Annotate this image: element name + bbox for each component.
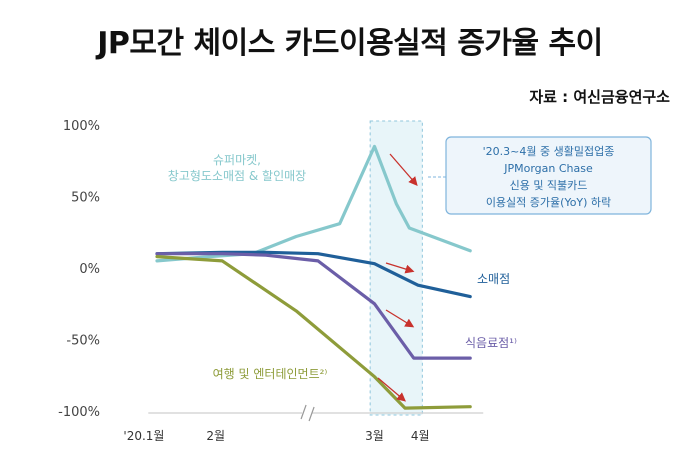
series-line-travel	[155, 255, 472, 410]
y-tick-label: -50%	[66, 334, 100, 349]
decline-arrow	[385, 309, 415, 328]
decline-arrow	[389, 153, 418, 186]
x-tick-label: 3월	[365, 429, 384, 443]
y-tick-label: -100%	[58, 405, 100, 420]
callout-line: 이용실적 증가율(YoY) 하락	[486, 195, 611, 209]
highlight-band	[369, 120, 423, 416]
source-note: 자료 : 여신금융연구소	[529, 88, 670, 106]
y-tick-label: 50%	[71, 191, 100, 206]
series-line-restaurant	[155, 252, 472, 360]
decline-arrow	[377, 377, 406, 402]
series-label-travel: 여행 및 엔터테인먼트²⁾	[213, 366, 328, 381]
chart-title: JP모간 체이스 카드이용실적 증가율 추이	[97, 26, 603, 61]
x-tick-label: 4월	[411, 429, 430, 443]
x-tick-label: '20.1월	[123, 429, 164, 443]
y-tick-label: 100%	[63, 119, 100, 134]
callout-line: 신용 및 직불카드	[510, 179, 588, 192]
callout-box	[445, 136, 652, 215]
series-label-supermarket: 창고형도소매점 & 할인매장	[168, 169, 306, 183]
x-tick-label: 2월	[206, 429, 225, 443]
callout-line: JPMorgan Chase	[503, 162, 593, 175]
series-label-restaurant: 식음료점¹⁾	[465, 336, 517, 350]
series-label-retail: 소매점	[477, 272, 510, 286]
decline-arrow	[385, 262, 415, 274]
series-line-supermarket	[155, 144, 472, 263]
series-label-supermarket: 슈퍼마켓,	[213, 153, 261, 167]
callout-line: '20.3~4월 중 생활밀접업종	[483, 144, 615, 158]
axis-break-mark	[300, 404, 315, 422]
y-tick-label: 0%	[79, 262, 100, 277]
